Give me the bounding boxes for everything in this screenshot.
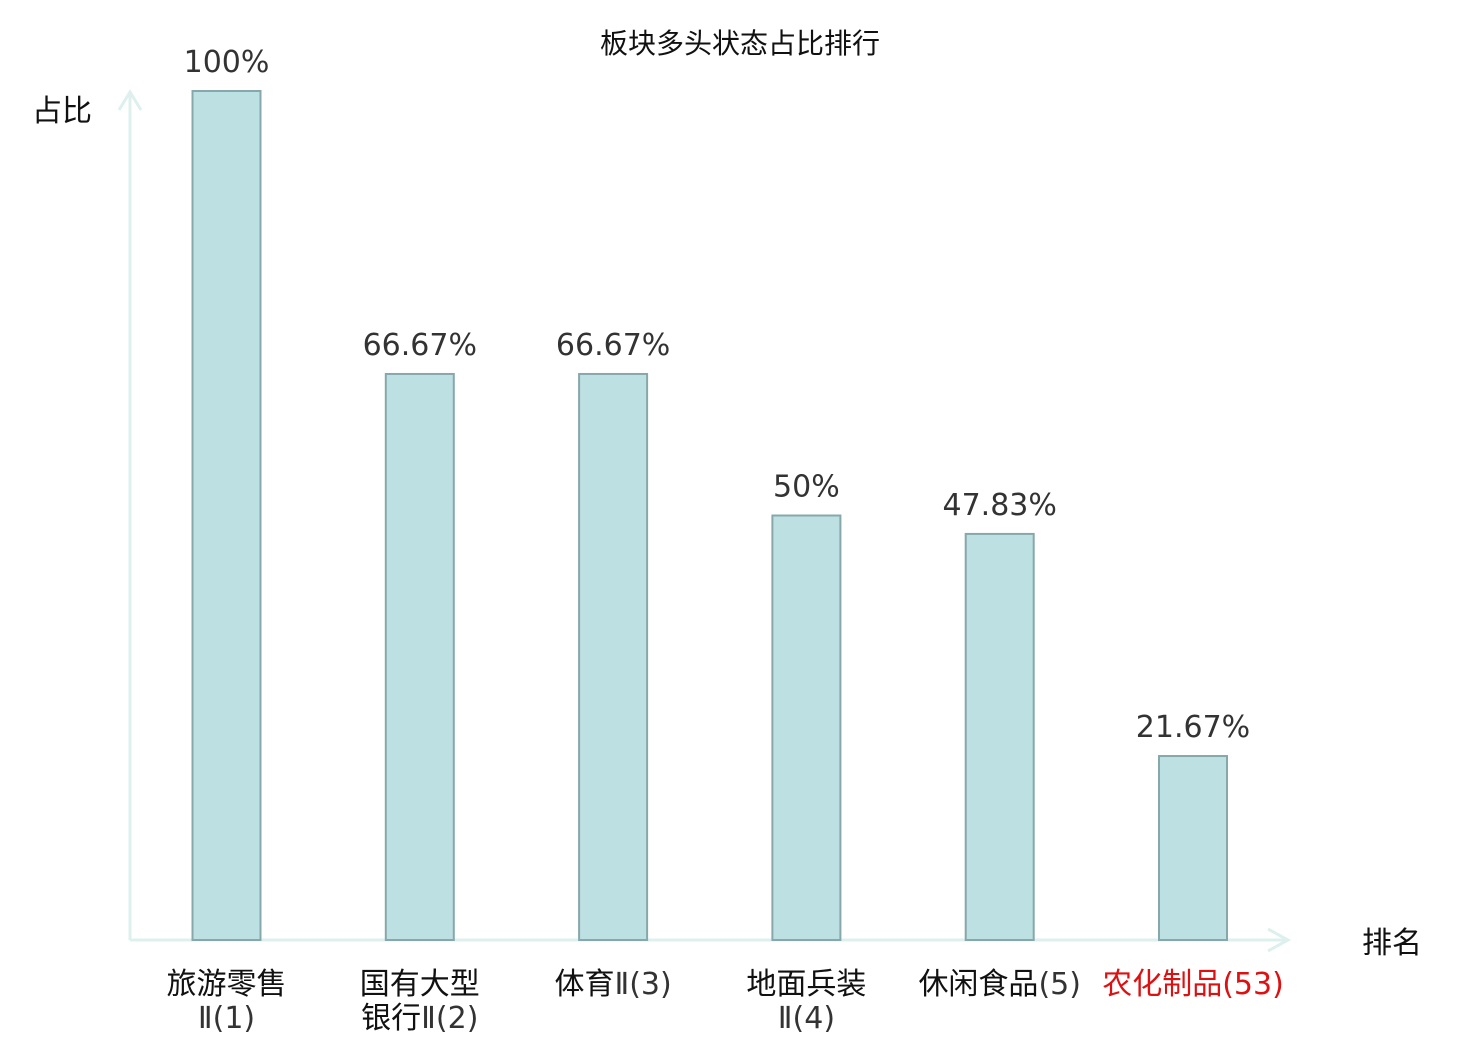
chart-title: 板块多头状态占比排行 (600, 27, 880, 60)
category-label: 银行Ⅱ(2) (361, 1001, 478, 1036)
category-label: 旅游零售 (167, 967, 287, 1002)
category-label: 休闲食品(5) (918, 967, 1080, 1002)
bar (191, 90, 262, 941)
category-label: 国有大型 (360, 967, 480, 1002)
bar-value-label: 47.83% (943, 488, 1057, 523)
bar (1158, 755, 1228, 942)
bars-group (191, 90, 1228, 942)
bar-value-label: 100% (184, 45, 270, 80)
bar (771, 514, 842, 941)
bar (578, 372, 649, 942)
bar-value-label: 21.67% (1136, 710, 1250, 745)
y-axis-arrow-icon (117, 89, 143, 111)
category-label: 农化制品(53) (1102, 967, 1284, 1002)
x-axis-arrow-icon (1267, 927, 1292, 953)
value-labels-group: 100% 66.67% 66.67% 50% 47.83% 21.67% (184, 45, 1251, 745)
bar-value-label: 66.67% (363, 328, 477, 363)
category-label: 体育Ⅱ(3) (554, 967, 671, 1002)
bar (964, 532, 1035, 941)
x-axis-label: 排名 (1362, 926, 1422, 961)
bar-value-label: 50% (773, 470, 840, 505)
category-suffix-label: Ⅱ(4) (778, 1001, 835, 1036)
category-suffix-label: Ⅱ(1) (198, 1001, 255, 1036)
bar (384, 372, 455, 942)
y-axis-label: 占比 (32, 94, 92, 129)
category-label: 地面兵装 (746, 967, 866, 1002)
bar-value-label: 66.67% (556, 328, 670, 363)
